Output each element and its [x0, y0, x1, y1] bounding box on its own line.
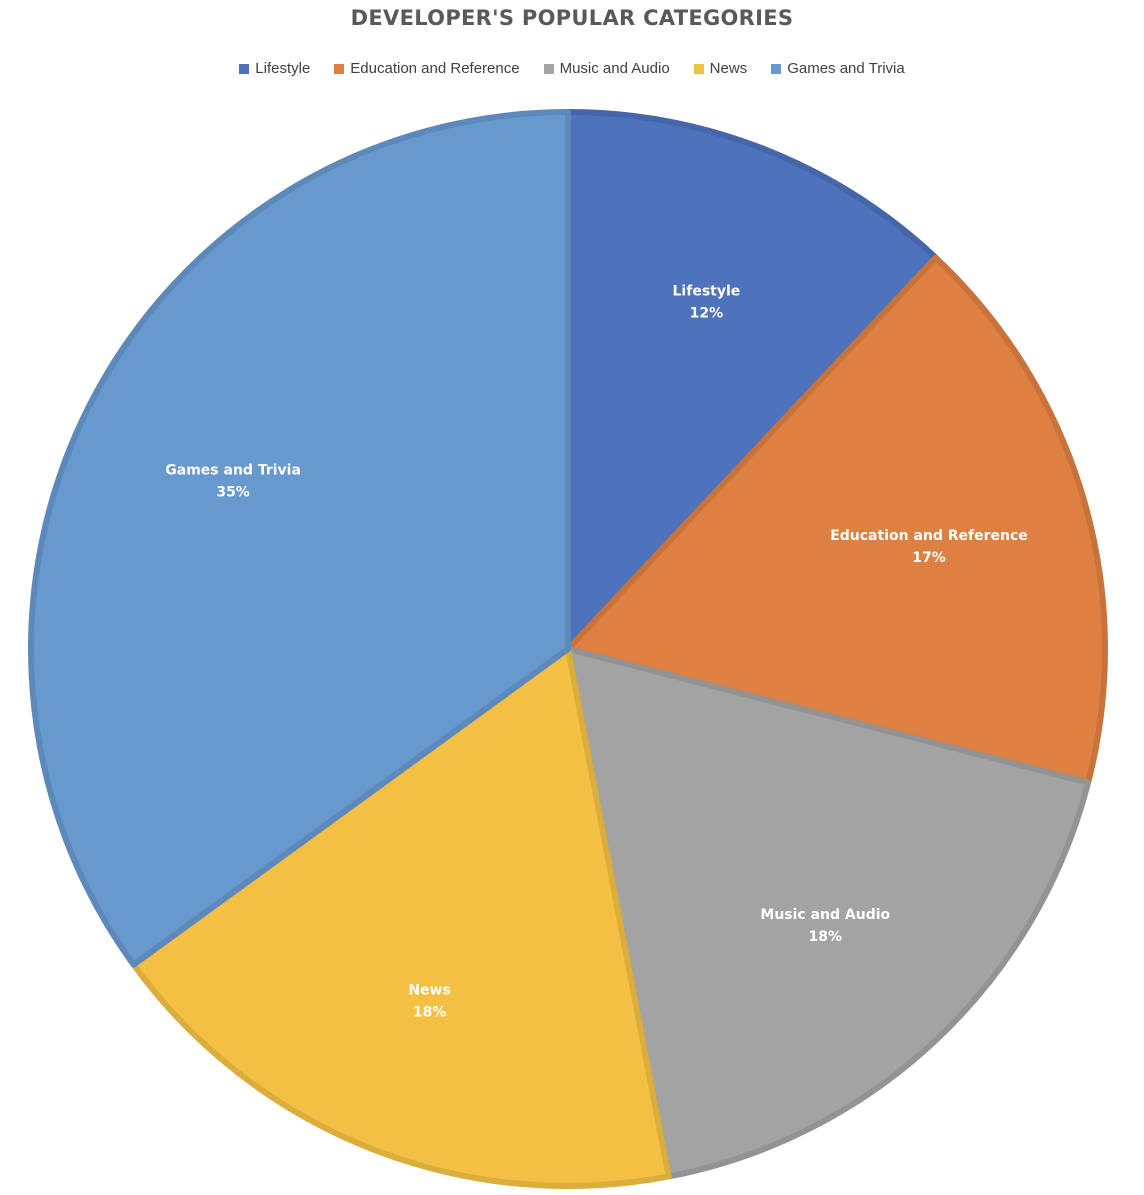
legend-swatch-news [693, 63, 704, 74]
chart-title: DEVELOPER'S POPULAR CATEGORIES [350, 6, 794, 30]
slice-label-games-and-trivia: Games and Trivia [165, 462, 301, 478]
pie-labels: Lifestyle 12% Education and Reference 17% Mu… [165, 284, 1028, 1021]
pie-slices [28, 109, 1109, 1189]
legend-label-news: News [709, 60, 748, 77]
slice-label-education-and-reference: Education and Reference [830, 528, 1028, 544]
legend-item-education-and-reference[interactable]: Education and Reference [334, 60, 520, 77]
slice-value-games-and-trivia: 35% [216, 484, 250, 500]
legend-swatch-lifestyle [239, 63, 250, 74]
legend-item-lifestyle[interactable]: Lifestyle [239, 60, 310, 77]
slice-value-education-and-reference: 17% [912, 550, 946, 566]
slice-value-music-and-audio: 18% [809, 929, 843, 945]
pie-slice-music-and-audio[interactable] [565, 646, 1092, 1180]
pie-slice-lifestyle[interactable] [565, 109, 939, 652]
legend-label-lifestyle: Lifestyle [255, 60, 311, 77]
pie-slice-education-and-reference[interactable] [565, 254, 1109, 786]
legend-label-education-and-reference: Education and Reference [350, 60, 520, 77]
legend-item-music-and-audio[interactable]: Music and Audio [543, 60, 670, 77]
slice-label-lifestyle: Lifestyle [673, 284, 741, 300]
legend-label-music-and-audio: Music and Audio [559, 60, 670, 77]
slice-value-news: 18% [413, 1005, 447, 1021]
slice-label-news: News [408, 983, 450, 999]
chart-legend: Lifestyle Education and Reference Music … [0, 60, 1144, 77]
slice-value-lifestyle: 12% [690, 306, 724, 322]
legend-swatch-education-and-reference [334, 63, 345, 74]
legend-swatch-games-and-trivia [771, 63, 782, 74]
slice-label-music-and-audio: Music and Audio [760, 907, 890, 923]
pie-slice-news[interactable] [130, 646, 672, 1189]
legend-item-games-and-trivia[interactable]: Games and Trivia [771, 60, 905, 77]
pie-slice-games-and-trivia[interactable] [28, 109, 571, 968]
legend-label-games-and-trivia: Games and Trivia [787, 60, 905, 77]
legend-item-news[interactable]: News [693, 60, 748, 77]
legend-swatch-music-and-audio [543, 63, 554, 74]
